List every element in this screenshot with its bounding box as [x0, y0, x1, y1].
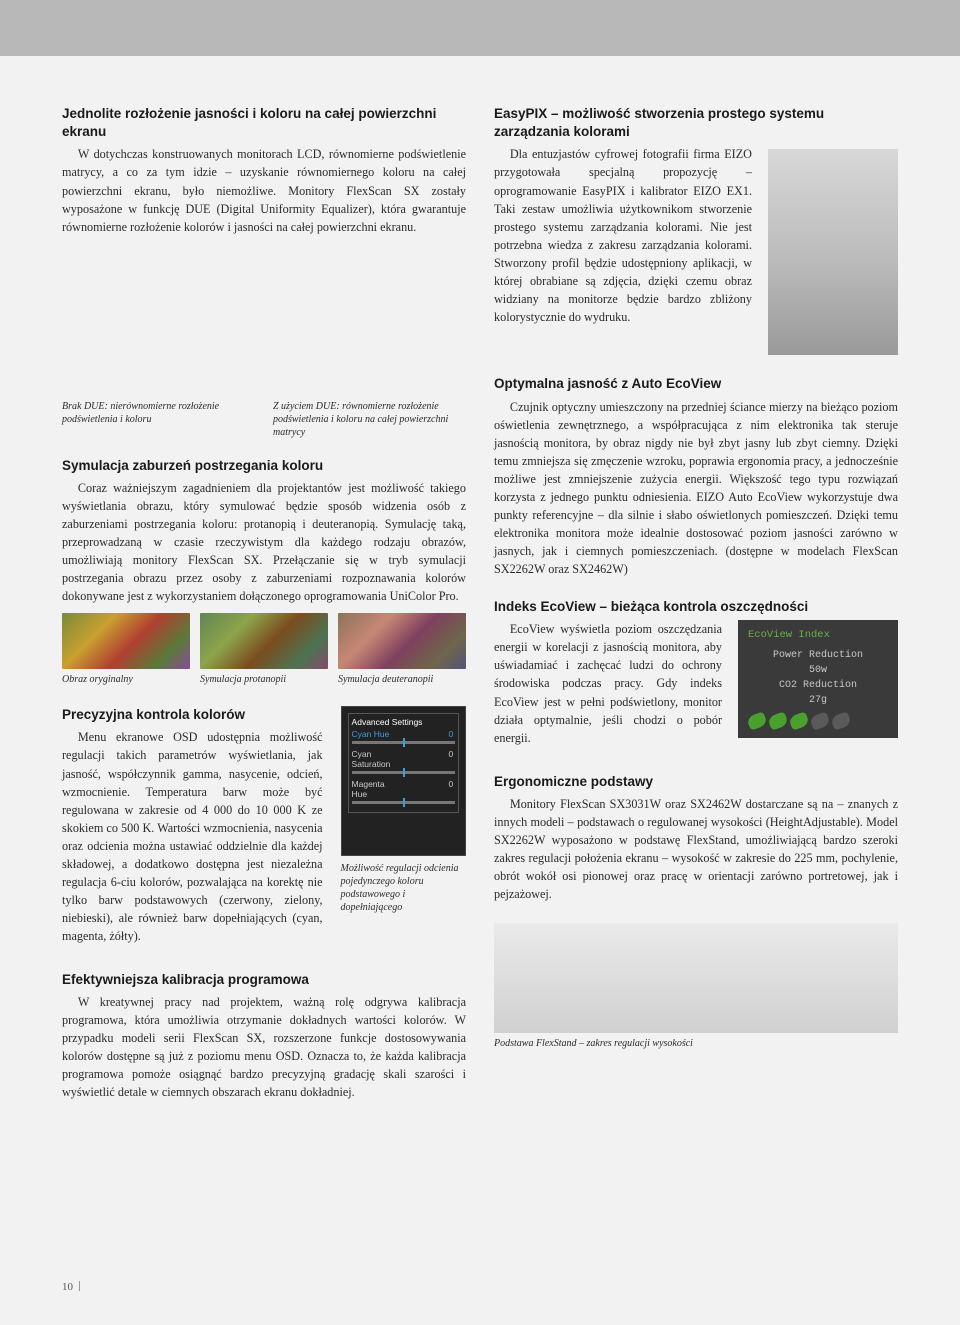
ecoview-leaves	[748, 714, 888, 728]
page-content: Jednolite rozłożenie jasności i koloru n…	[0, 0, 960, 1162]
ecoview-panel: EcoView Index Power Reduction 50w CO2 Re…	[738, 620, 898, 738]
heading-ecoview-index: Indeks EcoView – bieżąca kontrola oszczę…	[494, 598, 898, 616]
due-image-placeholder	[62, 256, 466, 386]
osd-caption: Możliwość regulacji odcienia pojedynczeg…	[341, 862, 466, 914]
thumb-protanopia	[200, 613, 328, 669]
leaf-icon	[830, 711, 852, 730]
body-ecoview-index: EcoView wyświetla poziom oszczędzania en…	[494, 620, 722, 746]
heading-color-control: Precyzyjna kontrola kolorów	[62, 706, 323, 724]
thumb-original	[62, 613, 190, 669]
section-easypix: EasyPIX – możliwość stworzenia prostego …	[494, 105, 898, 355]
left-column: Jednolite rozłożenie jasności i koloru n…	[62, 105, 466, 1122]
body-easypix: Dla entuzjastów cyfrowej fotografii firm…	[494, 145, 752, 325]
section-color-control: Precyzyjna kontrola kolorów Menu ekranow…	[62, 706, 466, 951]
heading-due: Jednolite rozłożenie jasności i koloru n…	[62, 105, 466, 141]
cap-protanopia: Symulacja protanopii	[200, 673, 328, 686]
osd-slider-1	[352, 741, 455, 744]
section-ecoview-index: Indeks EcoView – bieżąca kontrola oszczę…	[494, 598, 898, 753]
osd-slider-2	[352, 771, 455, 774]
section-calibration: Efektywniejsza kalibracja programowa W k…	[62, 971, 466, 1102]
flexstand-caption: Podstawa FlexStand – zakres regulacji wy…	[494, 1037, 898, 1050]
leaf-icon	[767, 711, 789, 730]
ecoview-power-label: Power Reduction	[748, 648, 888, 663]
cap-original: Obraz oryginalny	[62, 673, 190, 686]
section-auto-ecoview: Optymalna jasność z Auto EcoView Czujnik…	[494, 375, 898, 578]
easypix-product-image	[768, 149, 898, 355]
simulation-captions: Obraz oryginalny Symulacja protanopii Sy…	[62, 673, 466, 686]
ecoview-co2-label: CO2 Reduction	[748, 678, 888, 693]
page-number: 10	[62, 1281, 80, 1293]
section-color-simulation: Symulacja zaburzeń postrzegania koloru C…	[62, 457, 466, 687]
right-column: EasyPIX – możliwość stworzenia prostego …	[494, 105, 898, 1122]
leaf-icon	[809, 711, 831, 730]
osd-title: Advanced Settings	[352, 717, 455, 727]
body-color-control: Menu ekranowe OSD udostępnia możliwość r…	[62, 728, 323, 945]
osd-screenshot: Advanced Settings Cyan Hue 0 Cyan Satura…	[341, 706, 466, 856]
thumb-deuteranopia	[338, 613, 466, 669]
body-auto-ecoview: Czujnik optyczny umieszczony na przednie…	[494, 398, 898, 578]
osd-val-1: 0	[404, 729, 454, 739]
caption-due-off: Brak DUE: nierównomierne rozłożenie podś…	[62, 400, 255, 439]
ecoview-panel-title: EcoView Index	[748, 628, 888, 644]
ecoview-power-value: 50w	[748, 663, 888, 678]
heading-calibration: Efektywniejsza kalibracja programowa	[62, 971, 466, 989]
section-due: Jednolite rozłożenie jasności i koloru n…	[62, 105, 466, 236]
ecoview-co2-value: 27g	[748, 693, 888, 708]
heading-stands: Ergonomiczne podstawy	[494, 773, 898, 791]
heading-auto-ecoview: Optymalna jasność z Auto EcoView	[494, 375, 898, 393]
osd-sidebar: Advanced Settings Cyan Hue 0 Cyan Satura…	[341, 706, 466, 914]
osd-row-1: Cyan Hue	[352, 729, 402, 739]
leaf-icon	[788, 711, 810, 730]
osd-val-3: 0	[404, 779, 454, 789]
heading-easypix: EasyPIX – możliwość stworzenia prostego …	[494, 105, 898, 141]
simulation-thumbnails	[62, 613, 466, 669]
leaf-icon	[746, 711, 768, 730]
osd-val-2: 0	[404, 749, 454, 759]
cap-deuteranopia: Symulacja deuteranopii	[338, 673, 466, 686]
heading-sim: Symulacja zaburzeń postrzegania koloru	[62, 457, 466, 475]
section-ergonomic-stands: Ergonomiczne podstawy Monitory FlexScan …	[494, 773, 898, 904]
header-bar	[0, 0, 960, 56]
caption-due-on: Z użyciem DUE: równomierne rozłożenie po…	[273, 400, 466, 439]
body-calibration: W kreatywnej pracy nad projektem, ważną …	[62, 993, 466, 1101]
osd-row-3: Magenta Hue	[352, 779, 402, 799]
osd-slider-3	[352, 801, 455, 804]
body-due: W dotychczas konstruowanych monitorach L…	[62, 145, 466, 235]
osd-row-2: Cyan Saturation	[352, 749, 402, 769]
due-captions: Brak DUE: nierównomierne rozłożenie podś…	[62, 400, 466, 439]
body-sim: Coraz ważniejszym zagadnieniem dla proje…	[62, 479, 466, 605]
flexstand-image	[494, 923, 898, 1033]
body-stands: Monitory FlexScan SX3031W oraz SX2462W d…	[494, 795, 898, 903]
